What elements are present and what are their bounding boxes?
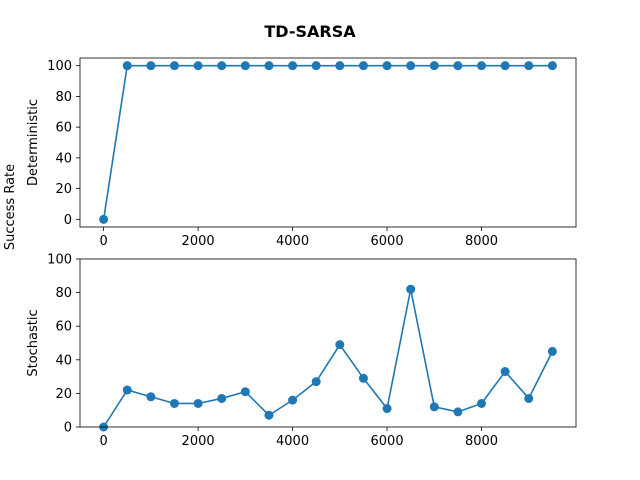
stochastic-data-point (453, 407, 463, 417)
stochastic-y-tick-label: 100 (47, 253, 72, 268)
stochastic-data-point (240, 387, 250, 397)
stochastic-data-point (169, 398, 179, 408)
stochastic-data-point (146, 392, 156, 402)
deterministic-data-point (358, 61, 368, 71)
stochastic-y-tick-label: 0 (64, 421, 72, 436)
deterministic-axes-frame (79, 57, 577, 228)
deterministic-data-point (335, 61, 345, 71)
stochastic-y-tick-label: 20 (55, 387, 72, 402)
stochastic-data-point (193, 398, 203, 408)
deterministic-data-point (169, 61, 179, 71)
deterministic-data-point (453, 61, 463, 71)
deterministic-data-point (288, 61, 298, 71)
stochastic-axes-frame (79, 258, 577, 428)
deterministic-y-tick-label: 40 (55, 151, 72, 166)
stochastic-data-point (524, 393, 534, 403)
deterministic-y-axis-label: Deterministic (26, 99, 41, 186)
deterministic-x-tick-label: 2000 (182, 234, 215, 249)
stochastic-y-tick-label: 80 (55, 286, 72, 301)
stochastic-data-point (547, 346, 557, 356)
stochastic-y-tick-label: 40 (55, 353, 72, 368)
stochastic-data-point (264, 410, 274, 420)
stochastic-y-tick-label: 60 (55, 320, 72, 335)
stochastic-data-point (122, 385, 132, 395)
stochastic-data-point (429, 402, 439, 412)
deterministic-data-point (122, 61, 132, 71)
deterministic-data-point (429, 61, 439, 71)
deterministic-data-point (264, 61, 274, 71)
stochastic-data-point (311, 377, 321, 387)
deterministic-data-point (547, 61, 557, 71)
deterministic-x-tick-label: 6000 (371, 234, 404, 249)
deterministic-data-point (500, 61, 510, 71)
stochastic-x-tick-label: 6000 (371, 434, 404, 449)
stochastic-data-point (406, 284, 416, 294)
shared-y-axis-label: Success Rate (3, 164, 18, 250)
deterministic-data-point (382, 61, 392, 71)
deterministic-data-point (477, 61, 487, 71)
stochastic-panel: 0 2000 4000 6000 8000 0 20 40 60 80 100 Stochastic (26, 253, 577, 449)
stochastic-data-point (382, 404, 392, 414)
deterministic-x-tick-label: 0 (99, 234, 107, 249)
stochastic-x-tick-label: 4000 (276, 434, 309, 449)
chart-title: TD-SARSA (264, 22, 356, 41)
stochastic-data-point (217, 393, 227, 403)
deterministic-panel: 0 2000 4000 6000 8000 0 20 40 60 80 100 Determinist… (26, 57, 577, 249)
stochastic-data-point (358, 373, 368, 383)
deterministic-y-tick-label: 100 (47, 59, 72, 74)
stochastic-x-tick-label: 2000 (182, 434, 215, 449)
deterministic-data-point (311, 61, 321, 71)
deterministic-y-tick-label: 60 (55, 121, 72, 136)
deterministic-y-tick-label: 20 (55, 182, 72, 197)
stochastic-y-axis-label: Stochastic (26, 309, 41, 376)
deterministic-data-point (217, 61, 227, 71)
deterministic-data-point (146, 61, 156, 71)
deterministic-y-tick-label: 0 (64, 213, 72, 228)
stochastic-x-tick-label: 0 (99, 434, 107, 449)
deterministic-data-point (524, 61, 534, 71)
deterministic-data-point (99, 214, 109, 224)
deterministic-data-point (406, 61, 416, 71)
deterministic-y-tick-label: 80 (55, 90, 72, 105)
deterministic-x-tick-label: 4000 (276, 234, 309, 249)
stochastic-data-point (335, 340, 345, 350)
stochastic-data-point (288, 395, 298, 405)
stochastic-data-point (500, 367, 510, 377)
deterministic-data-point (240, 61, 250, 71)
deterministic-x-tick-label: 8000 (465, 234, 498, 249)
deterministic-data-point (193, 61, 203, 71)
stochastic-x-tick-label: 8000 (465, 434, 498, 449)
stochastic-data-point (477, 398, 487, 408)
